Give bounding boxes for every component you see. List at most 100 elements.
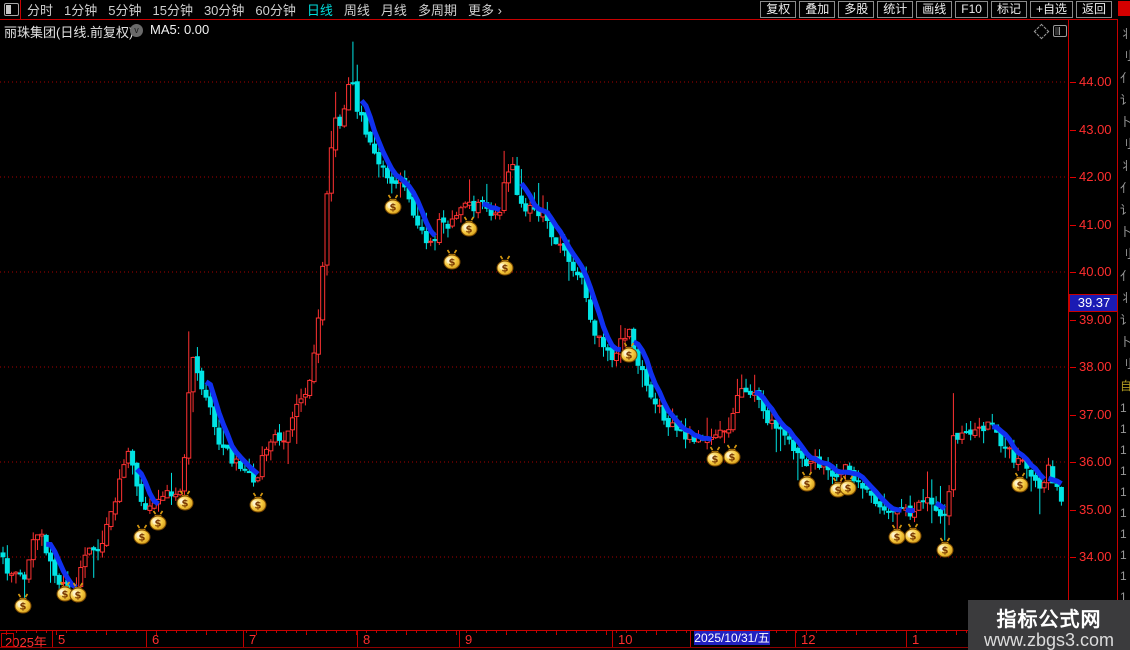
time-label: 7	[249, 632, 257, 647]
time-tick	[256, 631, 257, 635]
money-bag-icon: $	[888, 524, 906, 545]
svg-text:$: $	[894, 533, 901, 544]
money-bag-icon: $	[1011, 472, 1029, 493]
sidebar-digit-fragment: 1	[1120, 506, 1127, 520]
time-label: 6	[152, 632, 160, 647]
time-tick	[276, 631, 277, 633]
time-tick	[886, 631, 887, 633]
money-bag-icon: $	[133, 524, 151, 545]
money-bag-icon: $	[496, 255, 514, 276]
sidebar-digit-fragment: 1	[1120, 548, 1127, 562]
money-bag-icon: $	[149, 510, 167, 531]
time-tick	[826, 631, 827, 633]
time-tick	[56, 631, 57, 635]
period-tab[interactable]: 分时	[27, 3, 54, 18]
watermark: 指标公式网 www.zbgs3.com	[968, 600, 1130, 650]
time-tick	[346, 631, 347, 633]
alert-indicator	[1118, 1, 1130, 16]
period-tab[interactable]: 1分钟	[64, 3, 98, 18]
toolbar-button[interactable]: 叠加	[799, 1, 836, 18]
svg-text:$: $	[449, 258, 456, 269]
highlighted-date: 2025/10/31/五	[694, 631, 770, 645]
time-tick	[596, 631, 597, 633]
sidebar-text-fragment: 刂	[1120, 135, 1130, 152]
toolbar-button[interactable]: 返回	[1075, 1, 1112, 18]
time-tick	[186, 631, 187, 633]
time-separator	[357, 631, 358, 647]
time-tick	[366, 631, 367, 633]
time-tick	[286, 631, 287, 633]
time-tick	[206, 631, 207, 635]
toolbar-button[interactable]: 统计	[877, 1, 914, 18]
time-tick	[76, 631, 77, 633]
sidebar-digit-fragment: 1	[1120, 527, 1127, 541]
time-separator	[52, 631, 53, 647]
time-tick	[776, 631, 777, 633]
toolbar-button[interactable]: 标记	[990, 1, 1027, 18]
period-tab[interactable]: 多周期	[417, 3, 457, 18]
layout-panel-icon[interactable]	[4, 3, 19, 16]
svg-text:$: $	[182, 499, 189, 510]
price-label: 38.00	[1079, 359, 1112, 374]
period-tab[interactable]: 60分钟	[255, 3, 296, 18]
time-tick	[606, 631, 607, 635]
watermark-site-name: 指标公式网	[996, 609, 1102, 631]
price-tick	[1070, 129, 1076, 131]
split-panel-icon[interactable]	[1053, 25, 1067, 37]
bottom-border	[0, 647, 1117, 648]
money-bag-icon: $	[443, 249, 461, 270]
time-tick	[806, 631, 807, 635]
toolbar-button[interactable]: 多股	[838, 1, 875, 18]
time-tick	[466, 631, 467, 633]
clipped-right-sidebar[interactable]: 丬刂亻讠卜刂丬亻讠卜刂亻丬讠卜刂自111111111111	[1117, 19, 1130, 650]
time-label: 9	[465, 632, 473, 647]
time-label: 2025年	[5, 635, 47, 650]
toolbar-divider	[20, 0, 21, 19]
toolbar-button[interactable]: 画线	[916, 1, 953, 18]
time-tick	[476, 631, 477, 633]
toolbar-button[interactable]: 复权	[760, 1, 797, 18]
time-separator	[146, 631, 147, 647]
time-tick	[416, 631, 417, 633]
time-tick	[646, 631, 647, 633]
diamond-marker-icon[interactable]	[1033, 23, 1050, 40]
toolbar-button[interactable]: +自选	[1029, 1, 1073, 18]
money-bag-icon: $	[723, 444, 741, 465]
time-tick	[126, 631, 127, 633]
sidebar-text-fragment: 卜	[1120, 333, 1130, 350]
price-tick	[1070, 367, 1076, 368]
time-tick	[586, 631, 587, 633]
time-tick	[436, 631, 437, 633]
time-separator	[795, 631, 796, 647]
time-tick	[106, 631, 107, 635]
sidebar-digit-fragment: 1	[1120, 401, 1127, 415]
money-bag-icon: $	[176, 490, 194, 511]
price-tick	[1070, 319, 1076, 321]
chart-title: 丽珠集团(日线.前复权)	[4, 25, 134, 40]
price-tick	[1070, 272, 1076, 273]
money-bag-icon: $	[936, 537, 954, 558]
period-tab[interactable]: 15分钟	[152, 3, 193, 18]
time-separator	[906, 631, 907, 647]
indicator-dropdown-icon[interactable]: v	[130, 24, 143, 37]
money-bag-icon: $	[798, 471, 816, 492]
price-label: 42.00	[1079, 169, 1112, 184]
period-tab[interactable]: 5分钟	[108, 3, 142, 18]
period-tab[interactable]: 更多 ›	[467, 3, 502, 18]
sidebar-text-fragment: 丬	[1120, 25, 1130, 42]
period-tab[interactable]: 30分钟	[203, 3, 245, 18]
svg-text:$: $	[502, 264, 509, 275]
period-tab[interactable]: 月线	[380, 3, 407, 18]
bottom-left-marker-icon[interactable]	[1, 633, 14, 647]
time-tick	[96, 631, 97, 633]
time-tick	[956, 631, 957, 635]
period-tab[interactable]: 日线	[306, 3, 333, 18]
kline-chart[interactable]: $ $ $ $ $ $ $ $ $ $ $ $ $ $ $ $ $ $ $ $ $	[0, 40, 1068, 630]
toolbar-button[interactable]: F10	[955, 1, 988, 18]
price-label: 35.00	[1079, 501, 1112, 517]
time-tick	[386, 631, 387, 633]
svg-text:$: $	[139, 533, 146, 544]
period-tab[interactable]: 周线	[343, 3, 370, 18]
price-tick	[1070, 509, 1076, 511]
sidebar-text-fragment: 刂	[1120, 47, 1130, 64]
